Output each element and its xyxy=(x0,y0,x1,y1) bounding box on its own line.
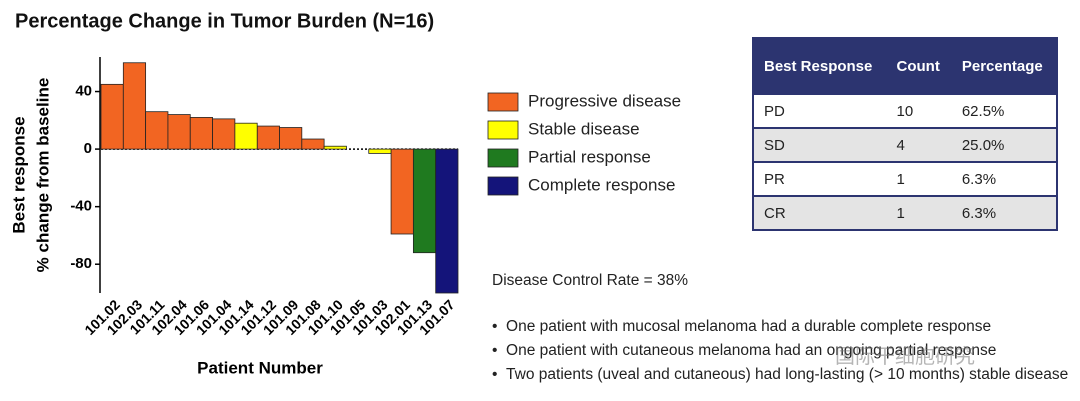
bar xyxy=(435,148,459,294)
chart: Percentage Change in Tumor Burden (N=16)… xyxy=(9,10,681,377)
cell: SD xyxy=(753,127,887,162)
legend-label: Progressive disease xyxy=(528,91,681,110)
y-tick-label: -80 xyxy=(70,255,92,272)
legend-swatch xyxy=(487,176,519,196)
cell: 6.3% xyxy=(951,161,1057,196)
cell: PD xyxy=(753,93,887,128)
bullet: Two patients (uveal and cutaneous) had l… xyxy=(492,366,1068,384)
legend-swatch xyxy=(487,148,519,168)
bar xyxy=(390,148,414,235)
response-table: Best Response Count Percentage PD 10 62.5% S… xyxy=(752,37,1058,231)
y-axis-label: Best response xyxy=(9,116,28,233)
bar xyxy=(167,114,191,150)
cell: 1 xyxy=(886,161,952,196)
cell: PR xyxy=(753,161,887,196)
bar xyxy=(100,83,124,150)
bar xyxy=(301,138,325,150)
y-tick-label: 0 xyxy=(84,140,92,157)
cell: 4 xyxy=(886,127,952,162)
cell: 10 xyxy=(886,93,952,128)
legend-label: Partial response xyxy=(528,147,651,166)
bar xyxy=(189,117,213,150)
y-tick-label: -40 xyxy=(70,198,92,215)
bullet: One patient with cutaneous melanoma had … xyxy=(492,342,996,360)
table-header: Percentage xyxy=(951,38,1057,94)
legend-label: Stable disease xyxy=(528,119,640,138)
bar xyxy=(279,127,303,150)
bullet: One patient with mucosal melanoma had a … xyxy=(492,318,991,336)
bar xyxy=(212,118,236,150)
cell: 6.3% xyxy=(951,195,1057,230)
chart-title: Percentage Change in Tumor Burden (N=16) xyxy=(15,10,434,32)
bar xyxy=(234,122,258,150)
legend-swatch xyxy=(487,92,519,112)
bar xyxy=(145,111,169,150)
bar xyxy=(368,148,392,154)
bar xyxy=(122,62,147,150)
legend-label: Complete response xyxy=(528,175,675,194)
watermark: 国际干细胞研究 xyxy=(835,346,975,368)
cell: 1 xyxy=(886,195,952,230)
cell: CR xyxy=(753,195,887,230)
table-header: Count xyxy=(886,38,952,94)
cell: 25.0% xyxy=(951,127,1057,162)
x-axis-label: Patient Number xyxy=(197,358,323,377)
legend-swatch xyxy=(487,120,519,140)
bar xyxy=(256,125,280,150)
y-tick-label: 40 xyxy=(75,83,92,100)
cell: 62.5% xyxy=(951,93,1057,128)
summary: Disease Control Rate = 38% xyxy=(492,272,689,289)
bar xyxy=(412,148,437,254)
bar xyxy=(323,145,347,150)
table-header: Best Response xyxy=(753,38,887,94)
y-axis-label: % change from baseline xyxy=(33,78,52,273)
